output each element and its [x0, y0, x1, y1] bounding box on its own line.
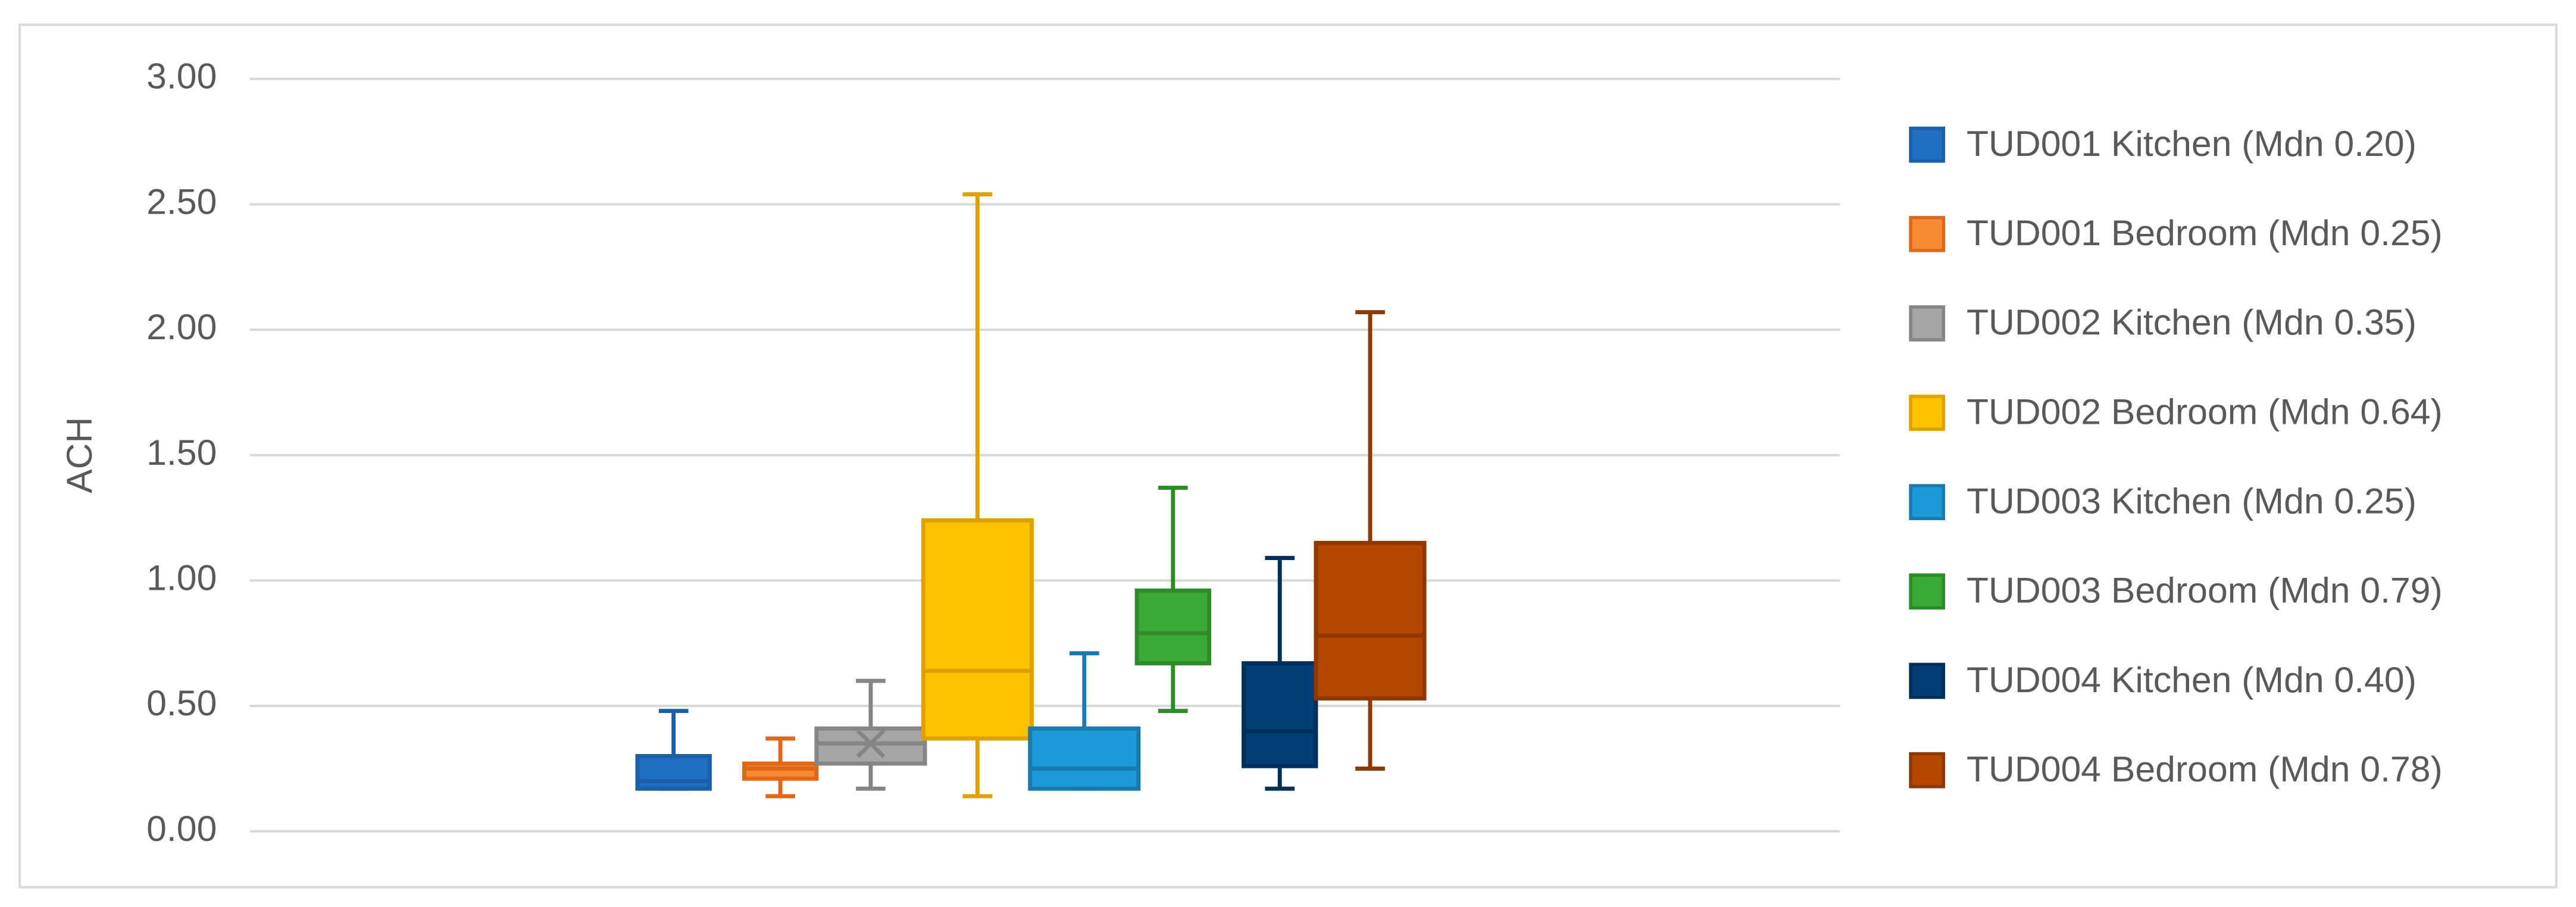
y-tick-label: 1.50 [146, 432, 217, 473]
mean-marker [856, 728, 886, 758]
legend-swatch [1909, 215, 1946, 252]
legend-swatch [1909, 662, 1946, 699]
y-tick-label: 2.00 [146, 306, 217, 347]
box [742, 761, 819, 781]
box [921, 518, 1034, 741]
legend-swatch [1909, 752, 1946, 789]
box [1028, 726, 1141, 791]
box [635, 753, 712, 791]
y-tick-label: 0.00 [146, 808, 217, 849]
box [1134, 588, 1211, 665]
y-tick-label: 3.00 [146, 56, 217, 96]
legend-label: TUD004 Kitchen (Mdn 0.40) [1967, 659, 2416, 700]
legend-swatch [1909, 305, 1946, 342]
y-axis-label: ACH [59, 417, 99, 493]
legend-label: TUD003 Kitchen (Mdn 0.25) [1967, 481, 2416, 521]
box [1242, 661, 1318, 768]
legend-label: TUD002 Kitchen (Mdn 0.35) [1967, 302, 2416, 342]
legend-label: TUD004 Bedroom (Mdn 0.78) [1967, 749, 2443, 789]
legend-label: TUD003 Bedroom (Mdn 0.79) [1967, 570, 2443, 611]
legend-label: TUD001 Bedroom (Mdn 0.25) [1967, 212, 2443, 253]
box [814, 726, 927, 766]
box [1314, 540, 1427, 700]
legend-swatch [1909, 573, 1946, 610]
legend-swatch [1909, 484, 1946, 521]
y-tick-label: 2.50 [146, 181, 217, 221]
legend-swatch [1909, 395, 1946, 431]
legend-swatch [1909, 126, 1946, 163]
legend-label: TUD001 Kitchen (Mdn 0.20) [1967, 123, 2416, 164]
legend-label: TUD002 Bedroom (Mdn 0.64) [1967, 391, 2443, 431]
y-tick-label: 0.50 [146, 683, 217, 723]
y-tick-label: 1.00 [146, 558, 217, 598]
